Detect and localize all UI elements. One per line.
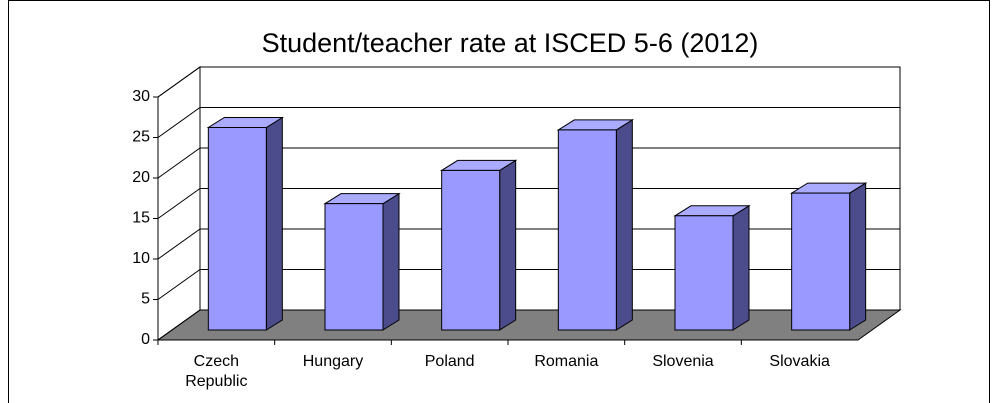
x-tick-label: Hungary	[303, 353, 363, 370]
x-tick-label: Slovakia	[769, 353, 830, 370]
x-tick-label: Poland	[425, 353, 475, 370]
bar-front	[441, 169, 501, 331]
grid-line	[157, 269, 900, 300]
bar-side	[732, 204, 750, 331]
grid-line	[157, 107, 900, 138]
bar	[673, 204, 751, 331]
bar-side	[382, 192, 400, 331]
bar	[439, 159, 518, 331]
y-tick-label: 0	[141, 331, 150, 348]
bar-front	[324, 203, 384, 331]
grid-line	[157, 66, 900, 98]
grid-line	[157, 309, 900, 341]
bar-front	[674, 215, 734, 331]
y-tick-label: 20	[132, 169, 150, 186]
bar-side	[499, 159, 517, 331]
x-tick-label: Romania	[534, 353, 598, 370]
y-tick-label: 25	[132, 129, 150, 146]
x-tick-label: Slovenia	[652, 353, 713, 370]
bar-front	[207, 127, 267, 331]
bar-side	[615, 119, 633, 331]
x-tick-label: Czech Republic	[185, 353, 247, 390]
y-tick-label: 30	[132, 88, 150, 105]
bar	[789, 182, 868, 331]
y-tick-label: 5	[141, 291, 150, 308]
bar-front	[791, 192, 851, 331]
bar	[323, 192, 401, 331]
chart-title: Student/teacher rate at ISCED 5-6 (2012)	[262, 28, 759, 58]
bar-side	[265, 116, 283, 331]
bar-side	[849, 182, 867, 331]
bar	[556, 119, 635, 331]
bar	[206, 116, 285, 331]
bar-front	[557, 129, 617, 331]
grid-line	[157, 228, 900, 260]
grid-line	[157, 147, 900, 179]
y-tick-label: 10	[132, 250, 150, 267]
y-tick-label: 15	[132, 210, 150, 227]
grid-line	[157, 188, 900, 219]
